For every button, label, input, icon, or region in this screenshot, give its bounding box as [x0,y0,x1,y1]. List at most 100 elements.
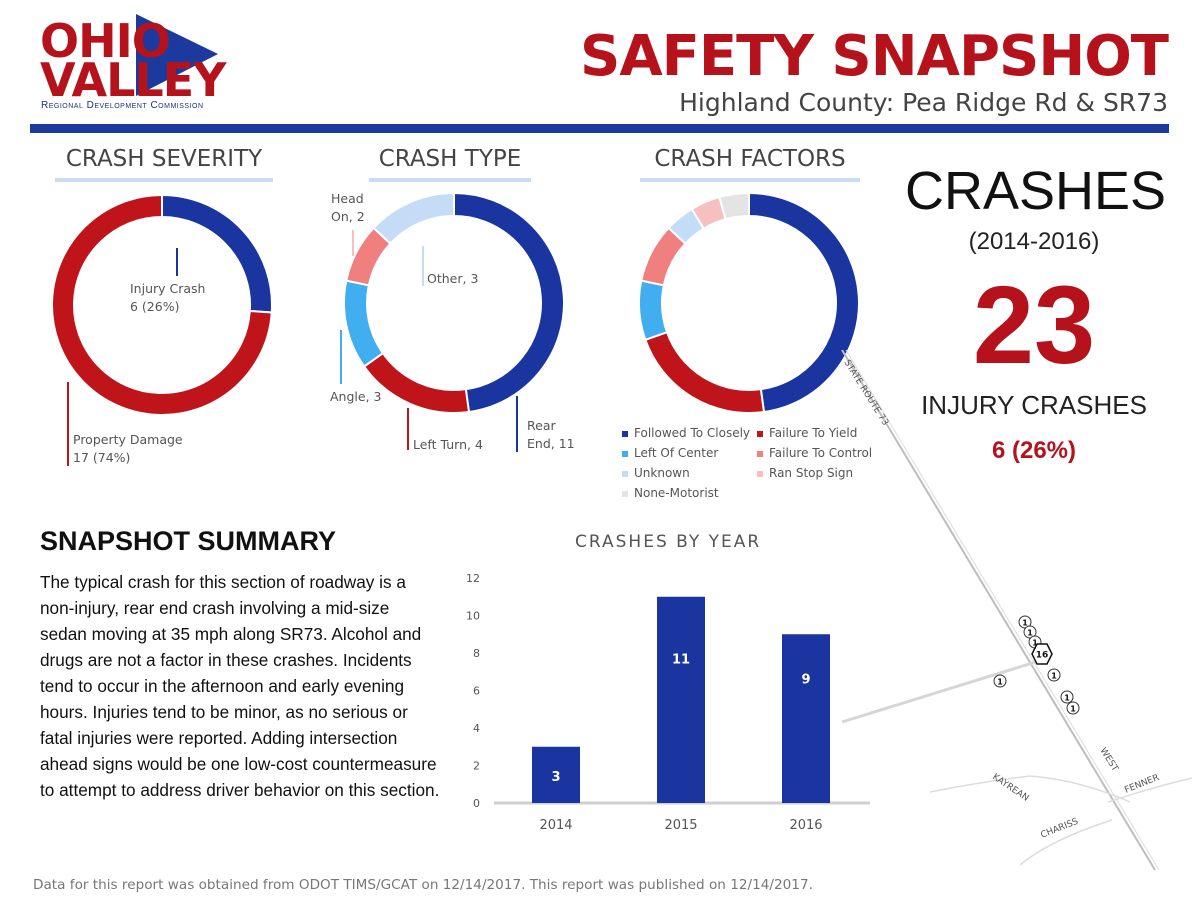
map-road-pea-ridge [841,658,1043,724]
map-road-fenner [1107,777,1193,803]
crash-type-donut [343,191,565,414]
angle-label: Angle, 3 [330,389,382,404]
map-road-sr73-edge [845,350,1160,871]
y-tick-label: 0 [473,797,480,810]
x-tick-label: 2015 [664,818,697,833]
logo [36,14,226,118]
bar-value-label: 9 [801,673,810,688]
legend-swatch [622,490,628,497]
x-tick-label: 2016 [789,818,822,833]
map-marker-icon: 1 [1060,690,1074,704]
crash-type-heading: CRASH TYPE [378,146,522,172]
location-map: STATE ROUTE 73 WEST FENNER KAYREAN CHARI… [841,350,1193,871]
legend-swatch [622,430,628,437]
legend-item: Ran Stop Sign [757,463,892,483]
svg-text:16: 16 [1036,651,1049,661]
head-on-label: Head On, 2 [331,190,365,226]
legend-item: Failure To Yield [757,423,892,443]
property-damage-value: 17 (74%) [73,450,131,465]
bar-2016 [782,634,830,803]
type-donut-slice-0 [453,191,565,414]
y-tick-label: 10 [466,610,480,623]
legend-label: Ran Stop Sign [769,466,854,480]
crash-factors-donut [638,191,860,414]
property-damage-name: Property Damage [73,432,183,447]
fac-donut-slice-2 [638,279,669,342]
injury-crashes-heading: INJURY CRASHES [921,390,1147,420]
logo-triangle-icon [136,14,218,96]
logo-tagline: Regional Development Commission [41,100,204,111]
legend-label: Unknown [634,466,690,480]
logo-line1: OHIO [40,14,171,68]
other-label: Other, 3 [427,271,479,286]
map-road-chariss [1019,819,1113,866]
svg-text:1: 1 [997,678,1003,687]
summary-heading: SNAPSHOT SUMMARY [40,526,337,556]
type-donut-slice-2 [343,279,385,368]
y-tick-label: 2 [473,760,480,773]
map-marker-icon: 1 [993,674,1007,688]
map-marker-16-icon: 16 [1031,643,1053,665]
page-title: SAFETY SNAPSHOT [579,24,1169,89]
y-tick-label: 8 [473,647,480,660]
map-label-chariss: CHARISS [1039,817,1080,841]
y-tick-label: 6 [473,685,480,698]
crash-severity-donut [51,193,273,416]
svg-text:1: 1 [1032,639,1038,648]
bar-chart-title: CRASHES BY YEAR [575,532,762,552]
map-road-sr73 [841,350,1156,871]
map-label-sr73: STATE ROUTE 73 [841,358,889,427]
injury-crash-value: 6 (26%) [130,299,180,314]
crashes-heading: CRASHES [905,161,1167,221]
bar-2015 [657,596,705,803]
crashes-total: 23 [972,264,1096,387]
injury-crashes-value: 6 (26%) [991,437,1077,464]
legend-swatch [622,450,628,457]
map-label-west: WEST [1097,746,1119,774]
legend-label: None-Motorist [634,486,719,500]
legend-label: Failure To Yield [769,426,858,440]
rear-end-line2: End, 11 [527,436,575,451]
summary-text: The typical crash for this section of ro… [40,572,440,800]
legend-swatch [622,470,628,477]
head-on-line1: Head [331,191,364,206]
crash-factors-underline [640,178,860,182]
legend-swatch [757,450,763,457]
svg-text:1: 1 [1027,629,1033,638]
injury-crash-name: Injury Crash [130,281,206,296]
legend-item: Unknown [622,463,757,483]
map-marker-icon: 1 [1047,668,1061,682]
crash-factors-heading: CRASH FACTORS [654,146,846,172]
fac-donut-slice-6 [718,191,750,221]
donut-charts [51,191,860,466]
legend-swatch [757,470,763,477]
footer-note: Data for this report was obtained from O… [33,877,813,893]
y-tick-label: 4 [473,722,480,735]
header-rule [30,124,1169,133]
type-donut-slice-4 [372,191,455,246]
crash-type-underline [369,178,531,182]
bar-2014 [532,746,580,803]
legend-item: Failure To Control [757,443,892,463]
left-turn-label: Left Turn, 4 [413,437,483,452]
sev-donut-slice-1 [51,193,273,416]
head-on-line2: On, 2 [331,209,365,224]
property-damage-label: Property Damage 17 (74%) [73,431,183,467]
logo-line2: VALLEY [40,53,226,107]
injury-crash-label: Injury Crash 6 (26%) [130,280,205,316]
legend-item: Left Of Center [622,443,757,463]
crash-severity-heading: CRASH SEVERITY [65,146,263,172]
page-subtitle: Highland County: Pea Ridge Rd & SR73 [679,88,1168,117]
map-road-kayrean [929,775,1131,803]
legend-label: Left Of Center [634,446,719,460]
x-tick-label: 2014 [539,818,572,833]
legend-swatch [757,430,763,437]
map-label-fenner: FENNER [1123,773,1160,796]
crash-severity-underline [55,178,273,182]
map-marker-icon: 1 [1066,701,1080,715]
crashes-years: (2014-2016) [968,228,1100,255]
legend-label: Followed To Closely [634,426,751,440]
y-tick-label: 12 [466,572,480,585]
svg-text:1: 1 [1051,672,1057,681]
bar-value-label: 3 [551,770,560,785]
